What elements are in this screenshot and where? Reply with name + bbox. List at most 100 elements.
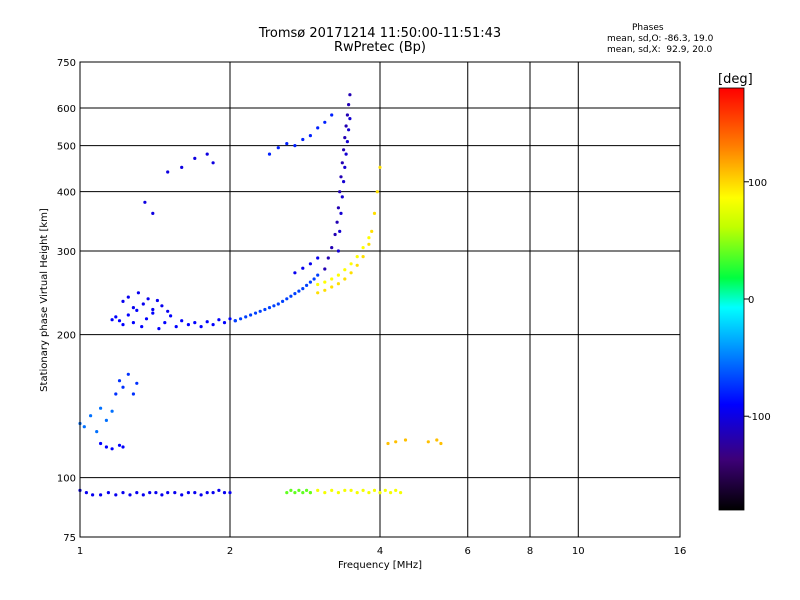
data-point (205, 152, 209, 156)
data-point (349, 262, 353, 266)
data-point (361, 246, 365, 250)
data-point (349, 488, 353, 492)
data-point (141, 302, 145, 306)
x-axis-label: Frequency [MHz] (338, 560, 422, 571)
data-point (239, 317, 243, 321)
grid-layer (80, 62, 680, 537)
data-point (316, 291, 320, 295)
y-tick-labels: 75 100 200 300 400 500 600 750 (57, 58, 76, 544)
data-point (367, 236, 371, 240)
chart-title: Tromsø 20171214 11:50:00-11:51:43 (258, 26, 502, 41)
data-point (263, 307, 267, 312)
data-point (272, 304, 276, 308)
phases-x-stats: mean, sd,X: 92.9, 20.0 (607, 45, 713, 55)
data-point (340, 161, 344, 165)
data-point (131, 321, 135, 325)
colorbar-ticks: 100 0 -100 (744, 178, 771, 423)
data-point (140, 325, 144, 329)
data-point (394, 488, 398, 492)
y-tick-label: 750 (57, 58, 76, 69)
data-point (157, 327, 161, 331)
x-tick-label: 10 (572, 546, 585, 557)
data-point (345, 140, 349, 144)
data-point (301, 491, 305, 495)
data-point (389, 491, 393, 495)
data-point (285, 142, 289, 146)
data-point (355, 255, 359, 259)
data-point (312, 277, 316, 281)
data-point (126, 372, 130, 376)
data-point (348, 93, 352, 97)
data-point (99, 493, 103, 497)
data-point (394, 440, 398, 444)
data-point (110, 447, 114, 451)
data-point (367, 242, 371, 246)
data-point (330, 246, 334, 250)
chart-subtitle: RwPretec (Bp) (333, 40, 427, 55)
data-point (258, 309, 262, 313)
data-point (128, 493, 132, 497)
data-point (193, 156, 197, 160)
data-point (297, 488, 301, 492)
data-point (301, 287, 305, 291)
data-point (343, 165, 347, 169)
data-point (344, 124, 348, 128)
data-point (146, 297, 150, 301)
data-point (193, 321, 197, 325)
data-point (293, 144, 297, 148)
data-point (253, 311, 258, 315)
data-point (91, 493, 95, 497)
data-point (367, 491, 371, 495)
data-point (285, 297, 289, 301)
data-point (281, 299, 285, 303)
y-tick-label: 600 (57, 104, 76, 115)
data-point (222, 321, 227, 325)
data-point (289, 488, 293, 492)
data-point (117, 319, 122, 323)
data-point (370, 229, 374, 233)
data-point (342, 148, 346, 152)
data-point (316, 488, 320, 492)
data-point (399, 491, 403, 495)
data-point (301, 137, 305, 142)
data-point (186, 323, 190, 327)
data-point (336, 206, 340, 210)
data-point (143, 200, 147, 204)
x-tick-label: 16 (674, 546, 687, 557)
data-point (435, 438, 439, 442)
colorbar-tick-label: 0 (748, 295, 754, 306)
plot-frame (79, 61, 681, 538)
data-point (308, 491, 312, 495)
data-point (343, 488, 347, 492)
data-point (372, 211, 377, 215)
data-point (151, 211, 155, 215)
data-point (180, 319, 184, 323)
data-point (330, 488, 334, 492)
colorbar (719, 88, 744, 510)
data-point (293, 292, 297, 296)
data-point (297, 289, 301, 293)
data-point (126, 295, 130, 299)
data-point (323, 491, 327, 495)
data-point (126, 313, 130, 317)
data-point (99, 441, 103, 446)
data-point (285, 491, 289, 495)
data-point (211, 161, 215, 165)
data-point (316, 282, 320, 287)
data-point (336, 273, 340, 277)
data-point (228, 491, 232, 495)
data-point (211, 491, 215, 495)
data-point (144, 317, 149, 321)
data-point (151, 307, 155, 312)
data-point (333, 232, 337, 237)
data-point (343, 136, 347, 140)
data-point (193, 491, 197, 495)
x-tick-label: 6 (465, 546, 471, 557)
data-point (345, 113, 349, 117)
data-point (375, 190, 379, 194)
data-point (180, 165, 184, 169)
data-point (174, 325, 178, 329)
data-point (186, 491, 190, 495)
data-point (372, 488, 377, 492)
data-point (148, 491, 152, 495)
